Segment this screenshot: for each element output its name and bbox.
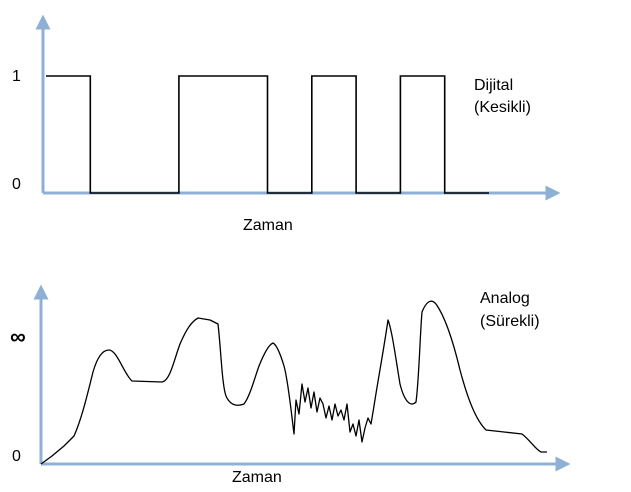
digital-x-axis-label: Zaman (243, 217, 293, 234)
analog-x-axis-label: Zaman (232, 469, 282, 486)
digital-square-wave (46, 75, 489, 194)
digital-y-tick-high: 1 (12, 68, 21, 85)
digital-label-line1: Dijital (474, 77, 513, 94)
digital-label-line2: (Kesikli) (474, 99, 531, 116)
digital-y-tick-low: 0 (12, 176, 21, 193)
analog-y-tick-high: ∞ (10, 324, 26, 349)
analog-y-tick-low: 0 (12, 448, 21, 465)
analog-panel: ∞ 0 Analog (Sürekli) Zaman (10, 284, 571, 486)
analog-label-line1: Analog (480, 290, 530, 307)
analog-label-line2: (Sürekli) (480, 313, 540, 330)
digital-panel: 1 0 Dijital (Kesikli) Zaman (12, 14, 561, 234)
analog-continuous-wave (40, 300, 547, 465)
